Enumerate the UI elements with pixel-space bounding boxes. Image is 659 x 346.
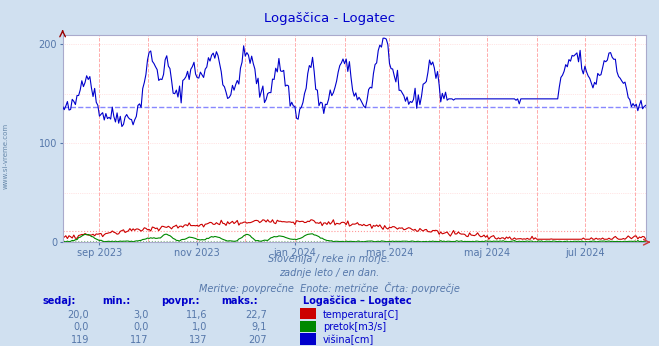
Text: 137: 137 (189, 335, 208, 345)
Text: 3,0: 3,0 (133, 310, 148, 320)
Text: višina[cm]: višina[cm] (323, 335, 374, 345)
Text: 9,1: 9,1 (252, 322, 267, 333)
Text: min.:: min.: (102, 296, 130, 306)
Text: povpr.:: povpr.: (161, 296, 200, 306)
Text: sedaj:: sedaj: (43, 296, 76, 306)
Text: 11,6: 11,6 (186, 310, 208, 320)
Text: 1,0: 1,0 (192, 322, 208, 333)
Text: 117: 117 (130, 335, 148, 345)
Text: maks.:: maks.: (221, 296, 258, 306)
Text: 0,0: 0,0 (133, 322, 148, 333)
Text: pretok[m3/s]: pretok[m3/s] (323, 322, 386, 333)
Text: Logaščica - Logatec: Logaščica - Logatec (264, 12, 395, 25)
Text: 22,7: 22,7 (245, 310, 267, 320)
Text: zadnje leto / en dan.: zadnje leto / en dan. (279, 268, 380, 278)
Text: 20,0: 20,0 (67, 310, 89, 320)
Text: 0,0: 0,0 (74, 322, 89, 333)
Text: Meritve: povprečne  Enote: metrične  Črta: povprečje: Meritve: povprečne Enote: metrične Črta:… (199, 282, 460, 294)
Text: 207: 207 (248, 335, 267, 345)
Text: Logaščica – Logatec: Logaščica – Logatec (303, 296, 412, 306)
Text: www.si-vreme.com: www.si-vreme.com (2, 122, 9, 189)
Text: temperatura[C]: temperatura[C] (323, 310, 399, 320)
Text: 119: 119 (71, 335, 89, 345)
Text: Slovenija / reke in morje.: Slovenija / reke in morje. (268, 254, 391, 264)
